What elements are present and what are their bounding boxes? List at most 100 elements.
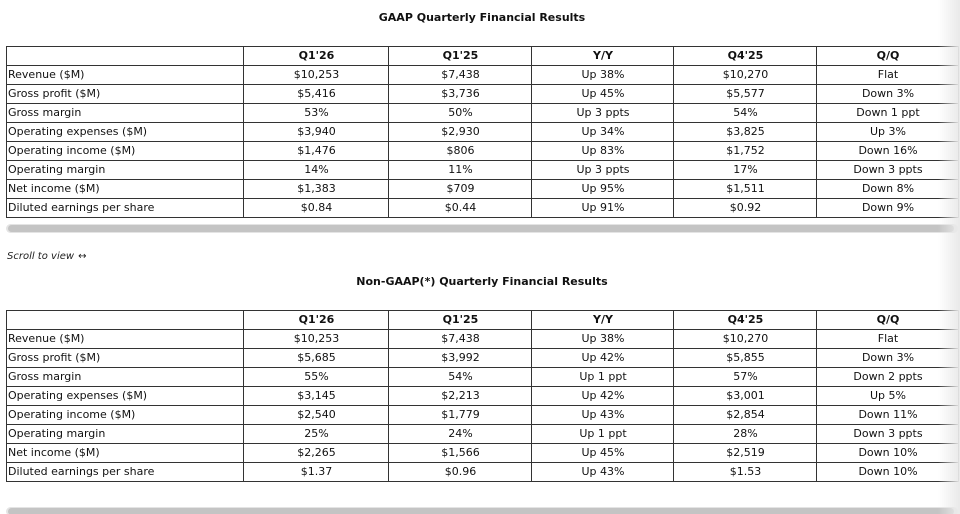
table-cell: $2,854: [673, 405, 817, 425]
column-header-q4-25: Q4'25: [673, 310, 817, 330]
table-cell: $1,566: [388, 443, 532, 463]
table-cell: $2,540: [243, 405, 389, 425]
table-cell: $3,145: [243, 386, 389, 406]
table-cell: 11%: [388, 160, 532, 180]
column-header-q1-26: Q1'26: [243, 310, 389, 330]
table-cell: $2,930: [388, 122, 532, 142]
column-header-q4-25: Q4'25: [673, 46, 817, 66]
scroll-edge-shadow: [938, 0, 960, 514]
table-row: Operating income ($M) $1,476 $806 Up 83%…: [6, 141, 959, 161]
row-label: Gross profit ($M): [6, 84, 244, 104]
table-cell: $2,519: [673, 443, 817, 463]
table-cell: 55%: [243, 367, 389, 387]
table-cell: Down 10%: [816, 443, 959, 463]
gaap-results-table: Q1'26 Q1'25 Y/Y Q4'25 Q/Q Revenue ($M) $…: [6, 46, 959, 218]
table-cell: 54%: [388, 367, 532, 387]
row-label: Gross margin: [6, 103, 244, 123]
table-cell: Down 2 ppts: [816, 367, 959, 387]
table-row: Operating expenses ($M) $3,940 $2,930 Up…: [6, 122, 959, 142]
scrollbar-thumb[interactable]: [8, 225, 954, 232]
table-cell: $3,001: [673, 386, 817, 406]
table-row: Gross margin 53% 50% Up 3 ppts 54% Down …: [6, 103, 959, 123]
table-cell: Up 3%: [816, 122, 959, 142]
gaap-horizontal-scrollbar[interactable]: [6, 224, 958, 233]
row-label: Operating income ($M): [6, 405, 244, 425]
table-row: Net income ($M) $1,383 $709 Up 95% $1,51…: [6, 179, 959, 199]
table-row: Operating expenses ($M) $3,145 $2,213 Up…: [6, 386, 959, 406]
table-cell: Up 1 ppt: [531, 367, 674, 387]
column-header-yy: Y/Y: [531, 310, 674, 330]
table-cell: $1,476: [243, 141, 389, 161]
table-cell: $5,685: [243, 348, 389, 368]
table-row: Diluted earnings per share $0.84 $0.44 U…: [6, 198, 959, 218]
table-cell: $0.84: [243, 198, 389, 218]
table-row: Revenue ($M) $10,253 $7,438 Up 38% $10,2…: [6, 65, 959, 85]
row-label: Revenue ($M): [6, 329, 244, 349]
row-label: Net income ($M): [6, 443, 244, 463]
table-cell: 50%: [388, 103, 532, 123]
table-cell: $806: [388, 141, 532, 161]
table-row: Operating margin 25% 24% Up 1 ppt 28% Do…: [6, 424, 959, 444]
table-cell: 53%: [243, 103, 389, 123]
table-cell: $5,416: [243, 84, 389, 104]
non-gaap-table-title: Non-GAAP(*) Quarterly Financial Results: [356, 275, 608, 288]
table-cell: $2,265: [243, 443, 389, 463]
table-cell: $1.37: [243, 462, 389, 482]
table-cell: Up 43%: [531, 462, 674, 482]
column-header-q1-25: Q1'25: [388, 310, 532, 330]
table-cell: $1,511: [673, 179, 817, 199]
table-cell: Up 1 ppt: [531, 424, 674, 444]
table-cell: $5,577: [673, 84, 817, 104]
table-cell: Down 3 ppts: [816, 424, 959, 444]
table-cell: 17%: [673, 160, 817, 180]
table-cell: Up 42%: [531, 348, 674, 368]
gaap-table-title: GAAP Quarterly Financial Results: [378, 11, 586, 24]
table-cell: $10,270: [673, 329, 817, 349]
table-cell: 14%: [243, 160, 389, 180]
table-header-row: Q1'26 Q1'25 Y/Y Q4'25 Q/Q: [6, 46, 959, 66]
table-row: Gross profit ($M) $5,685 $3,992 Up 42% $…: [6, 348, 959, 368]
table-cell: $5,855: [673, 348, 817, 368]
table-cell: $0.92: [673, 198, 817, 218]
table-cell: Up 3 ppts: [531, 103, 674, 123]
row-label: Operating income ($M): [6, 141, 244, 161]
table-cell: Up 45%: [531, 443, 674, 463]
table-row: Net income ($M) $2,265 $1,566 Up 45% $2,…: [6, 443, 959, 463]
table-cell: Up 5%: [816, 386, 959, 406]
row-label: Revenue ($M): [6, 65, 244, 85]
table-cell: 25%: [243, 424, 389, 444]
column-header-q1-25: Q1'25: [388, 46, 532, 66]
table-row: Diluted earnings per share $1.37 $0.96 U…: [6, 462, 959, 482]
table-cell: $1,779: [388, 405, 532, 425]
scroll-hint-text: Scroll to view: [7, 251, 75, 262]
row-label: Operating expenses ($M): [6, 122, 244, 142]
row-label: Gross margin: [6, 367, 244, 387]
row-label: Diluted earnings per share: [6, 462, 244, 482]
table-cell: Up 38%: [531, 329, 674, 349]
table-row: Operating income ($M) $2,540 $1,779 Up 4…: [6, 405, 959, 425]
left-right-arrow-icon: ↔: [78, 251, 87, 262]
scrollbar-thumb[interactable]: [8, 508, 954, 514]
table-cell: $0.96: [388, 462, 532, 482]
table-cell: $0.44: [388, 198, 532, 218]
table-cell: Down 10%: [816, 462, 959, 482]
table-cell: 57%: [673, 367, 817, 387]
non-gaap-horizontal-scrollbar[interactable]: [6, 507, 958, 514]
row-label: Operating expenses ($M): [6, 386, 244, 406]
table-cell: $3,992: [388, 348, 532, 368]
column-header-metric: [6, 310, 244, 330]
table-cell: $10,270: [673, 65, 817, 85]
table-header-row: Q1'26 Q1'25 Y/Y Q4'25 Q/Q: [6, 310, 959, 330]
table-cell: $2,213: [388, 386, 532, 406]
gaap-table-scroll-container[interactable]: Q1'26 Q1'25 Y/Y Q4'25 Q/Q Revenue ($M) $…: [6, 46, 959, 218]
table-row: Gross margin 55% 54% Up 1 ppt 57% Down 2…: [6, 367, 959, 387]
non-gaap-table-scroll-container[interactable]: Q1'26 Q1'25 Y/Y Q4'25 Q/Q Revenue ($M) $…: [6, 310, 959, 482]
table-cell: Up 34%: [531, 122, 674, 142]
table-cell: Up 91%: [531, 198, 674, 218]
table-cell: $3,825: [673, 122, 817, 142]
table-cell: Up 45%: [531, 84, 674, 104]
non-gaap-results-table: Q1'26 Q1'25 Y/Y Q4'25 Q/Q Revenue ($M) $…: [6, 310, 959, 482]
row-label: Net income ($M): [6, 179, 244, 199]
table-cell: $1,752: [673, 141, 817, 161]
